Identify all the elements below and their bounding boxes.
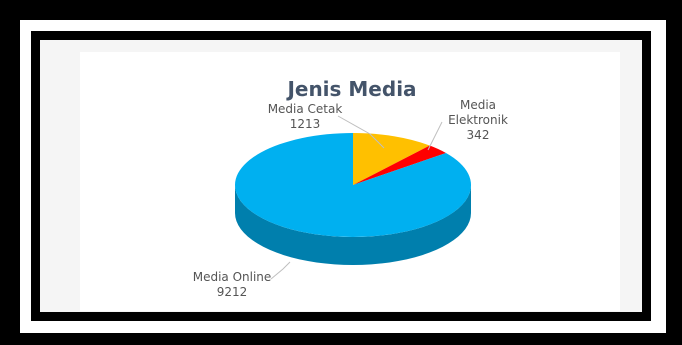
pie-slice-2: [235, 133, 472, 237]
slice-label-2-line-1: 9212: [217, 285, 248, 299]
chart-title: Jenis Media: [285, 77, 416, 101]
leader-line-2: [270, 261, 291, 280]
leader-line-1: [427, 121, 443, 151]
pie-slice-1: [353, 145, 446, 185]
slice-label-1-line-0: Media: [460, 98, 496, 112]
slice-label-0-line-1: 1213: [290, 117, 321, 131]
slice-label-0-line-0: Media Cetak: [268, 102, 343, 116]
slice-label-2-line-0: Media Online: [193, 270, 272, 284]
pie-slice-0: [353, 133, 430, 185]
slice-label-1-line-1: Elektronik: [448, 113, 508, 127]
slice-label-1-line-2: 342: [467, 128, 490, 142]
pie-side-2: [235, 185, 471, 265]
pie-chart: [235, 133, 472, 265]
leader-line-0: [337, 115, 385, 149]
